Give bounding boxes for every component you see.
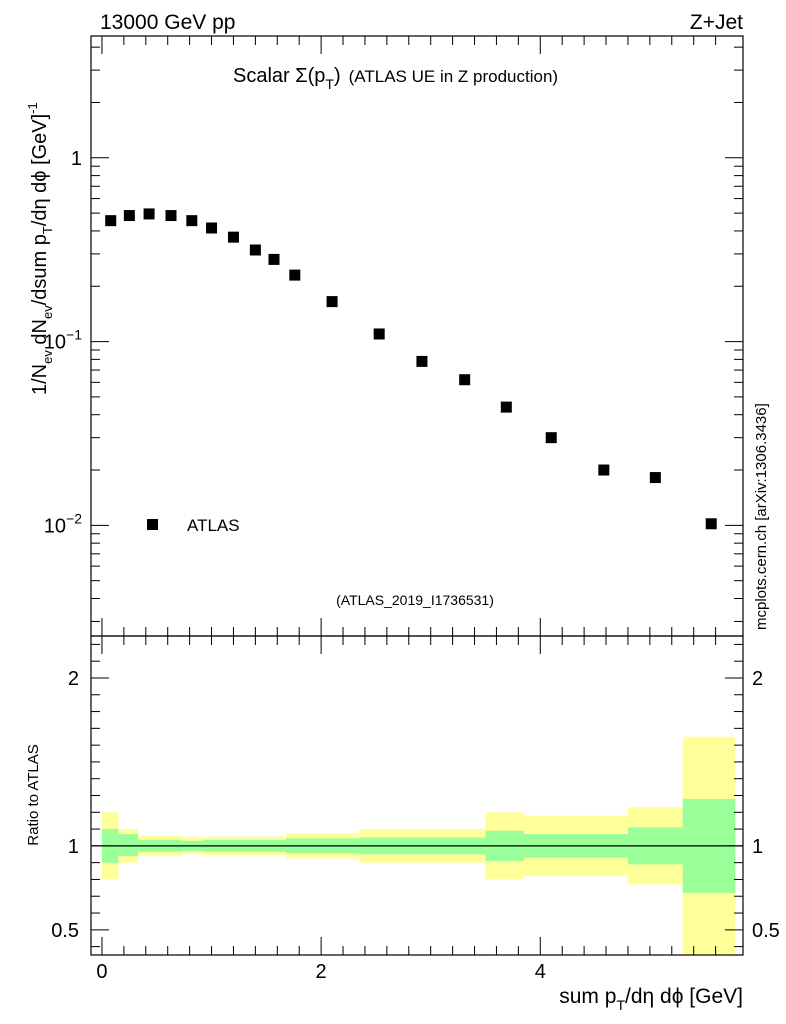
plot-title: Scalar Σ(pT) (ATLAS UE in Z production) bbox=[233, 65, 558, 92]
analysis-id: (ATLAS_2019_I1736531) bbox=[336, 592, 494, 608]
main-ytick-label: 10−2 bbox=[44, 510, 82, 537]
data-point-2 bbox=[143, 208, 155, 220]
data-point-17 bbox=[649, 472, 661, 484]
data-point-12 bbox=[416, 355, 428, 367]
data-point-4 bbox=[186, 215, 198, 227]
data-point-0 bbox=[105, 215, 117, 227]
xtick-label: 0 bbox=[96, 961, 107, 983]
data-point-13 bbox=[459, 374, 471, 386]
ratio-ytick-label-left: 1 bbox=[68, 836, 79, 858]
main-plot-frame bbox=[90, 35, 744, 637]
data-point-14 bbox=[500, 401, 512, 413]
data-point-18 bbox=[705, 518, 717, 530]
ratio-ylabel: Ratio to ATLAS bbox=[25, 744, 42, 845]
header-right: Z+Jet bbox=[690, 11, 743, 34]
x-axis-label: sum pT/dη dϕ [GeV] bbox=[559, 985, 743, 1013]
main-axis-ticks: 1 10−1 10−2 bbox=[44, 36, 743, 636]
ratio-ytick-label-left: 2 bbox=[68, 668, 79, 690]
main-ytick-label: 1 bbox=[71, 148, 82, 170]
legend-marker bbox=[147, 519, 158, 530]
ratio-ytick-label-left: 0.5 bbox=[51, 920, 79, 942]
data-point-6 bbox=[227, 231, 239, 243]
data-point-8 bbox=[268, 253, 280, 265]
ratio-stat-band-1 bbox=[118, 834, 139, 856]
data-point-1 bbox=[123, 210, 135, 222]
data-point-16 bbox=[598, 464, 610, 476]
header-left: 13000 GeV pp bbox=[100, 11, 235, 34]
data-point-5 bbox=[206, 222, 218, 234]
legend-label: ATLAS bbox=[187, 516, 240, 535]
data-point-7 bbox=[249, 244, 261, 256]
data-point-3 bbox=[165, 210, 177, 222]
data-point-10 bbox=[326, 296, 338, 308]
main-ytick-label: 10−1 bbox=[44, 327, 82, 354]
ratio-axis-ticks: 0.5 0.5 1 1 2 2 0 2 4 bbox=[51, 636, 780, 983]
ratio-ytick-label-right: 1 bbox=[752, 836, 763, 858]
xtick-label: 2 bbox=[316, 961, 327, 983]
main-ylabel: 1/Nev dNev/dsum pT/dη dϕ [GeV]-1 bbox=[25, 102, 55, 395]
ratio-ytick-label-right: 2 bbox=[752, 668, 763, 690]
data-point-15 bbox=[545, 432, 557, 444]
data-point-11 bbox=[373, 328, 385, 340]
data-points bbox=[105, 208, 717, 530]
xtick-label: 4 bbox=[535, 961, 546, 983]
side-label: mcplots.cern.ch [arXiv:1306.3436] bbox=[753, 403, 770, 630]
data-point-9 bbox=[289, 269, 301, 281]
ratio-plot-frame bbox=[90, 635, 744, 956]
ratio-ytick-label-right: 0.5 bbox=[752, 920, 780, 942]
